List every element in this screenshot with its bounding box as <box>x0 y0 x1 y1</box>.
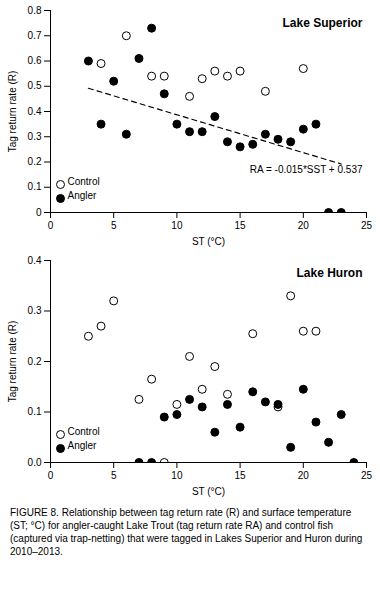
svg-text:0: 0 <box>48 470 54 481</box>
svg-text:0.1: 0.1 <box>28 181 42 192</box>
svg-text:Angler: Angler <box>68 440 98 451</box>
svg-text:5: 5 <box>111 220 117 231</box>
svg-text:Control: Control <box>68 176 100 187</box>
svg-text:0.5: 0.5 <box>28 80 42 91</box>
svg-text:0.4: 0.4 <box>28 106 42 117</box>
svg-text:25: 25 <box>361 220 373 231</box>
svg-text:15: 15 <box>235 470 247 481</box>
svg-text:0.3: 0.3 <box>28 131 42 142</box>
svg-text:0.6: 0.6 <box>28 55 42 66</box>
svg-text:20: 20 <box>298 470 310 481</box>
svg-text:0.1: 0.1 <box>28 406 42 417</box>
svg-text:Lake Superior: Lake Superior <box>282 16 362 30</box>
svg-text:RA = -0.015*SST + 0.537: RA = -0.015*SST + 0.537 <box>250 164 363 175</box>
svg-text:Control: Control <box>68 426 100 437</box>
svg-text:Lake Huron: Lake Huron <box>296 266 362 280</box>
svg-text:Tag return rate (R): Tag return rate (R) <box>7 321 18 403</box>
svg-text:10: 10 <box>171 220 183 231</box>
svg-text:Tag return rate (R): Tag return rate (R) <box>7 71 18 153</box>
svg-text:25: 25 <box>361 470 373 481</box>
svg-text:0.0: 0.0 <box>28 457 42 468</box>
svg-text:0: 0 <box>48 220 54 231</box>
svg-text:ST (°C): ST (°C) <box>192 486 225 497</box>
svg-text:ST (°C): ST (°C) <box>192 236 225 247</box>
svg-text:0.2: 0.2 <box>28 356 42 367</box>
svg-text:0.8: 0.8 <box>28 5 42 16</box>
svg-text:15: 15 <box>235 220 247 231</box>
svg-text:0.3: 0.3 <box>28 305 42 316</box>
svg-text:0.2: 0.2 <box>28 156 42 167</box>
html-text:FIGURE 8. Relationship between: FIGURE 8. Relationship between tag retur… <box>10 507 363 557</box>
svg-text:20: 20 <box>298 220 310 231</box>
svg-text:Angler: Angler <box>68 190 98 201</box>
svg-text:0: 0 <box>36 207 42 218</box>
svg-text:10: 10 <box>171 470 183 481</box>
svg-text:5: 5 <box>111 470 117 481</box>
svg-text:0.7: 0.7 <box>28 30 42 41</box>
svg-text:0.4: 0.4 <box>28 255 42 266</box>
